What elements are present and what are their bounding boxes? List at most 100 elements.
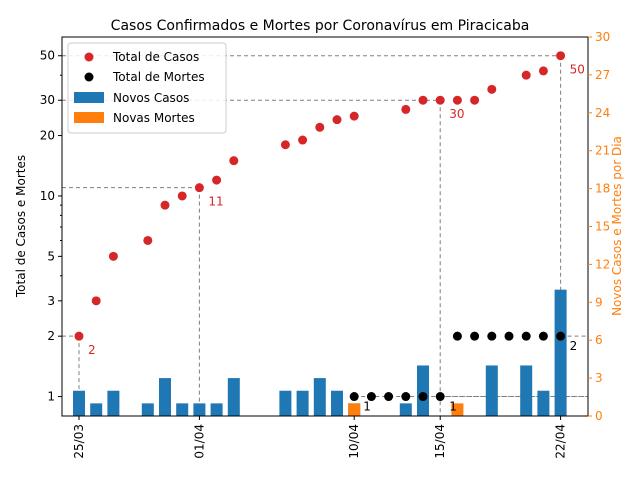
new-cases-bar-6 bbox=[193, 403, 206, 416]
legend-new-cases-swatch bbox=[74, 92, 104, 103]
new-cases-bar-5 bbox=[176, 403, 189, 416]
y-right-tick-label-1: 3 bbox=[595, 371, 603, 385]
total-cases-point-14 bbox=[401, 104, 411, 114]
new-cases-bar-9 bbox=[279, 390, 292, 416]
y-left-tick-label-7: 50 bbox=[40, 49, 55, 63]
new-deaths-bar-0 bbox=[348, 403, 361, 416]
y-right-tick-label-8: 24 bbox=[595, 106, 610, 120]
annotation-label-5: 1 bbox=[449, 400, 457, 414]
annotation-label-0: 2 bbox=[88, 343, 96, 357]
bars bbox=[73, 289, 567, 416]
total-cases-point-8 bbox=[229, 156, 239, 166]
new-cases-bar-3 bbox=[141, 403, 154, 416]
total-cases-point-15 bbox=[418, 95, 428, 105]
new-cases-bar-14 bbox=[399, 403, 412, 416]
total-cases-point-2 bbox=[108, 251, 118, 261]
y-left-tick-label-0: 1 bbox=[47, 390, 55, 404]
total-cases-point-11 bbox=[315, 122, 325, 132]
legend-new-deaths-swatch bbox=[74, 112, 104, 123]
y-right-tick-label-7: 21 bbox=[595, 144, 610, 158]
legend-deaths-marker bbox=[84, 72, 94, 82]
total-deaths-point-6 bbox=[452, 331, 462, 341]
new-cases-bar-15 bbox=[417, 365, 429, 416]
total-cases-point-4 bbox=[160, 200, 170, 210]
total-deaths-point-1 bbox=[366, 392, 376, 402]
total-deaths-point-11 bbox=[538, 331, 548, 341]
annotation-label-3: 50 bbox=[570, 63, 585, 77]
new-cases-bar-8 bbox=[227, 378, 240, 416]
new-cases-bar-16 bbox=[485, 365, 498, 416]
total-cases-point-17 bbox=[452, 95, 462, 105]
y-left-tick-label-5: 20 bbox=[40, 129, 55, 143]
total-deaths-point-4 bbox=[418, 392, 428, 402]
total-deaths-point-5 bbox=[435, 392, 445, 402]
total-cases-point-9 bbox=[280, 140, 290, 150]
annotation-label-2: 30 bbox=[449, 107, 464, 121]
points bbox=[74, 51, 566, 402]
y-axis-label-left: Total de Casos e Mortes bbox=[14, 155, 28, 298]
annotation-label-1: 11 bbox=[208, 195, 223, 209]
legend-deaths-label: Total de Mortes bbox=[112, 70, 205, 84]
total-cases-point-18 bbox=[470, 95, 480, 105]
total-cases-point-22 bbox=[556, 51, 566, 61]
total-deaths-point-2 bbox=[384, 392, 394, 402]
total-cases-point-5 bbox=[177, 191, 187, 201]
x-tick-label-2: 10/04 bbox=[347, 424, 361, 459]
y-left-tick-label-1: 2 bbox=[47, 329, 55, 343]
x-tick-label-0: 25/03 bbox=[72, 424, 86, 459]
new-cases-bar-4 bbox=[159, 378, 171, 416]
total-deaths-point-9 bbox=[504, 331, 514, 341]
legend-new-deaths-label: Novas Mortes bbox=[113, 111, 195, 125]
total-deaths-point-0 bbox=[349, 392, 359, 402]
new-cases-bar-1 bbox=[90, 403, 103, 416]
total-cases-point-19 bbox=[487, 84, 497, 94]
total-cases-point-16 bbox=[435, 95, 445, 105]
x-tick-label-4: 22/04 bbox=[554, 424, 568, 459]
total-deaths-point-7 bbox=[470, 331, 480, 341]
annotation-label-4: 1 bbox=[363, 400, 371, 414]
y-left-tick-label-2: 3 bbox=[47, 294, 55, 308]
y-left-tick-label-4: 10 bbox=[40, 189, 55, 203]
y-right-tick-label-9: 27 bbox=[595, 68, 610, 82]
new-cases-bar-2 bbox=[107, 390, 120, 416]
new-deaths-bar-1 bbox=[451, 403, 464, 416]
y-right-tick-label-3: 9 bbox=[595, 295, 603, 309]
total-cases-point-13 bbox=[349, 111, 359, 121]
chart-title: Casos Confirmados e Mortes por Coronavír… bbox=[111, 18, 530, 34]
legend-box bbox=[67, 42, 227, 134]
total-deaths-point-8 bbox=[487, 331, 497, 341]
total-cases-point-3 bbox=[143, 235, 153, 245]
total-deaths-point-12 bbox=[556, 331, 566, 341]
total-cases-point-10 bbox=[298, 135, 308, 145]
x-tick-label-1: 01/04 bbox=[192, 424, 206, 459]
new-cases-bar-19 bbox=[554, 289, 567, 416]
new-cases-bar-12 bbox=[331, 390, 343, 416]
x-tick-label-3: 15/04 bbox=[433, 424, 447, 459]
total-deaths-point-3 bbox=[401, 392, 411, 402]
total-cases-point-6 bbox=[194, 183, 204, 193]
y-right-tick-label-10: 30 bbox=[595, 30, 610, 44]
total-cases-point-12 bbox=[332, 115, 342, 125]
y-left-tick-label-6: 30 bbox=[40, 93, 55, 107]
new-cases-bar-0 bbox=[73, 390, 85, 416]
y-right-tick-label-2: 6 bbox=[595, 333, 603, 347]
new-cases-bar-11 bbox=[313, 378, 326, 416]
annotation-label-6: 2 bbox=[570, 339, 578, 353]
y-right-tick-label-4: 12 bbox=[595, 257, 610, 271]
total-cases-point-20 bbox=[521, 70, 531, 80]
total-cases-point-21 bbox=[538, 66, 548, 76]
total-cases-point-0 bbox=[74, 331, 84, 341]
total-cases-point-1 bbox=[91, 296, 101, 306]
legend: Total de Casos Total de Mortes Novos Cas… bbox=[67, 42, 227, 134]
new-cases-bar-17 bbox=[520, 365, 533, 416]
y-right-tick-label-5: 15 bbox=[595, 220, 610, 234]
y-left-tick-label-3: 5 bbox=[47, 249, 55, 263]
total-cases-point-7 bbox=[212, 175, 222, 185]
new-cases-bar-7 bbox=[210, 403, 223, 416]
legend-cases-label: Total de Casos bbox=[112, 50, 199, 64]
legend-cases-marker bbox=[84, 52, 94, 62]
new-cases-bar-10 bbox=[296, 390, 309, 416]
